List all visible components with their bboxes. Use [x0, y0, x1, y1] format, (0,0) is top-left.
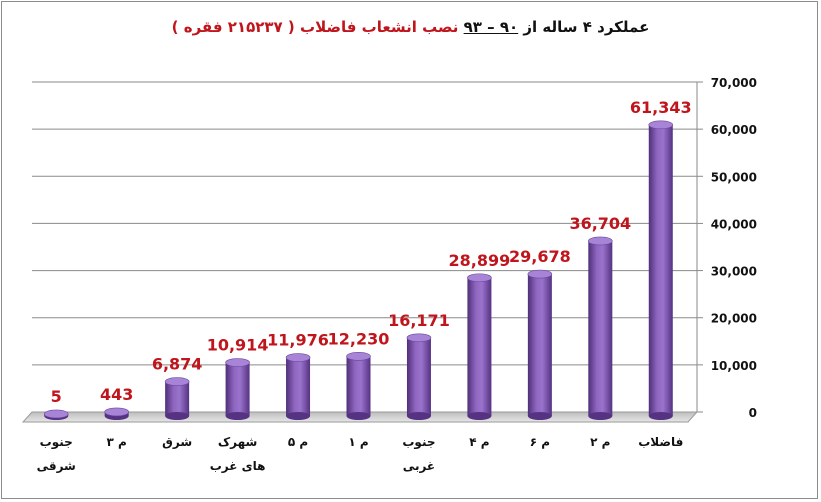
- y-tick-label: 30,000: [711, 265, 757, 279]
- bar-base: [588, 412, 613, 420]
- bar: [285, 353, 311, 420]
- data-label: 29,678: [509, 247, 571, 266]
- data-label: 5: [51, 387, 62, 406]
- bar: [527, 269, 553, 420]
- bar-body: [648, 124, 673, 416]
- bar-body: [527, 274, 552, 416]
- bar-base: [225, 412, 250, 420]
- y-tick-label: 0: [749, 406, 757, 420]
- bar-top: [588, 236, 613, 246]
- x-tick-label: م ۳: [106, 435, 127, 449]
- bar-top: [648, 120, 674, 130]
- data-label: 36,704: [569, 214, 631, 233]
- x-tick-label: جنوب غربی: [402, 435, 436, 473]
- bar-top: [104, 407, 129, 417]
- y-tick-label: 50,000: [711, 170, 757, 184]
- y-tick-label: 40,000: [711, 217, 757, 231]
- bar-top: [406, 333, 432, 343]
- bar: [164, 377, 190, 420]
- bar-top: [467, 273, 492, 283]
- bar-top: [285, 353, 311, 362]
- data-label: 11,976: [267, 331, 329, 350]
- title-part-4: ( ۲۱۵۲۳۷ فقره ): [171, 18, 295, 36]
- y-tick-label: 10,000: [711, 359, 757, 373]
- bar: [588, 236, 613, 420]
- bar: [43, 409, 69, 420]
- bar-top: [164, 377, 190, 386]
- x-tick-label: شرق: [162, 435, 193, 449]
- bar-body: [225, 362, 250, 416]
- data-label: 16,171: [388, 311, 450, 330]
- y-tick-label: 70,000: [711, 76, 757, 90]
- data-label: 443: [100, 385, 133, 404]
- x-tick-label: م ۶: [529, 435, 551, 449]
- bar: [346, 352, 371, 420]
- y-tick-label: 60,000: [711, 123, 757, 137]
- bar-body: [346, 356, 371, 416]
- bar-base: [467, 412, 492, 420]
- bar-base: [527, 412, 552, 420]
- data-label: 6,874: [152, 355, 203, 374]
- data-label: 61,343: [630, 98, 692, 117]
- x-tick-label: جنوب شرقی: [36, 435, 76, 473]
- bar-body: [165, 381, 190, 416]
- bar: [225, 358, 250, 420]
- title-part-3: نصب انشعاب فاضلاب: [300, 18, 459, 36]
- bar-base: [648, 412, 673, 420]
- bar-body: [286, 357, 311, 416]
- x-tick-label: م ۲: [590, 435, 611, 449]
- x-tick-label: م ۱: [348, 435, 369, 449]
- bar-body: [406, 337, 431, 416]
- x-tick-label: م ۵: [287, 435, 309, 449]
- bar-top: [527, 269, 553, 279]
- data-label: 12,230: [328, 329, 390, 348]
- data-label: 10,914: [207, 336, 269, 355]
- x-tick-label: فاضلاب: [638, 435, 684, 449]
- y-tick-label: 20,000: [711, 312, 757, 326]
- title-part-1: عملکرد ۴ ساله از: [523, 18, 650, 36]
- bar-top: [225, 358, 250, 367]
- x-tick-label: م ۴: [469, 435, 490, 449]
- bar-base: [346, 412, 371, 420]
- x-tick-label: شهرک های غرب: [209, 435, 266, 473]
- data-label: 28,899: [449, 251, 511, 270]
- bar: [406, 333, 432, 420]
- bar: [467, 273, 492, 420]
- chart-title: عملکرد ۴ ساله از ۹۰ – ۹۳ نصب انشعاب فاضل…: [2, 18, 819, 36]
- bar: [648, 120, 674, 420]
- bar-top: [346, 352, 371, 361]
- bar-top: [43, 409, 69, 419]
- title-part-2: ۹۰ – ۹۳: [463, 18, 519, 36]
- bar-body: [588, 240, 613, 416]
- bar: [104, 407, 129, 420]
- bar-base: [286, 412, 311, 420]
- bar-base: [406, 412, 431, 420]
- bar-base: [165, 412, 190, 420]
- bar-body: [467, 277, 492, 416]
